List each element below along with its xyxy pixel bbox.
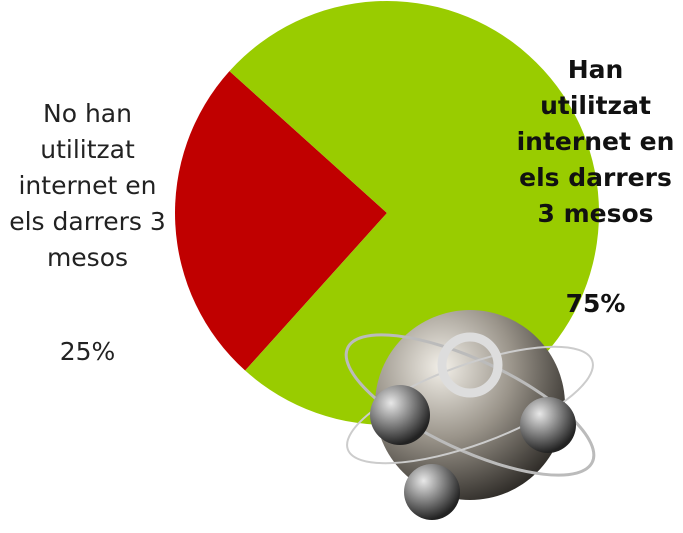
value-label: 75% — [565, 289, 626, 318]
value-label: 25% — [59, 337, 116, 366]
slice-label: Han utilitzat internet en els darrers 3 … — [516, 55, 675, 228]
globe-icon — [344, 310, 596, 520]
slice-label: No han utilitzat internet en els darrers… — [9, 99, 166, 272]
pie-slice — [174, 71, 387, 371]
